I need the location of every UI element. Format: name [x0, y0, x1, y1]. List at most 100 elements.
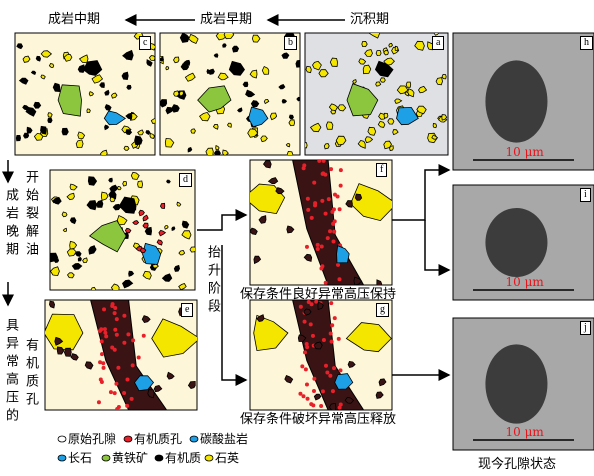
organic-pore	[328, 374, 332, 378]
scale-label: 10 μm	[506, 146, 544, 158]
grain	[384, 51, 389, 55]
grain	[48, 118, 52, 123]
grain	[324, 144, 329, 149]
organic-pore	[304, 367, 308, 371]
grain	[190, 247, 197, 252]
organic-pore	[313, 203, 317, 207]
panel-label: j	[580, 321, 591, 335]
grain	[287, 151, 293, 158]
panel-label: i	[580, 188, 591, 202]
grain	[388, 119, 394, 124]
organic-pore	[338, 368, 342, 372]
grain	[330, 58, 337, 66]
panel-label: b	[284, 36, 297, 50]
organic-pore	[320, 199, 324, 203]
legend-symbol	[190, 436, 198, 442]
organic-pore	[300, 364, 304, 368]
figure: abcdefg10 μmh10 μmi10 μmj成岩中期成岩早期沉积期成岩晚期…	[0, 0, 594, 476]
organic-pore	[330, 340, 334, 344]
organic-pore	[337, 337, 341, 341]
legend-symbol	[58, 436, 66, 442]
legend-label: 碳酸盐岩	[200, 433, 248, 445]
organic-pore	[316, 243, 320, 247]
organic-pore	[100, 380, 104, 384]
organic-pore	[332, 207, 336, 211]
caption: 现今孔隙状态	[478, 458, 556, 471]
grain	[289, 115, 293, 119]
legend-symbol	[102, 455, 110, 461]
grain	[390, 146, 394, 151]
organic-pore	[131, 338, 135, 342]
organic-pore	[317, 159, 321, 163]
organic-pore	[142, 334, 146, 338]
organic-pore	[126, 332, 130, 336]
grain	[16, 135, 20, 140]
organic-pore	[102, 366, 106, 370]
grain	[149, 56, 155, 61]
legend-label: 长石	[68, 452, 92, 464]
organic-pore	[98, 360, 102, 364]
grain	[24, 133, 29, 138]
grain	[355, 194, 361, 200]
organic-pore	[125, 378, 129, 382]
grain	[172, 227, 175, 231]
scale-label: 10 μm	[506, 276, 544, 288]
grain	[138, 181, 143, 188]
organic-pore	[302, 163, 306, 167]
organic-pore	[338, 406, 342, 410]
grain	[306, 66, 311, 72]
organic-pore	[327, 197, 331, 201]
thin-section	[15, 32, 157, 158]
thin-section	[244, 159, 397, 288]
organic-pore	[328, 229, 332, 233]
organic-pore	[116, 366, 120, 370]
side-label: 具异常高压的	[4, 318, 17, 426]
pore-shape	[485, 344, 547, 423]
organic-pore	[324, 364, 328, 368]
organic-pore	[333, 316, 337, 320]
organic-pore	[122, 341, 126, 345]
organic-pore	[326, 236, 330, 240]
scale-label: 10 μm	[506, 426, 544, 438]
organic-pore	[305, 382, 309, 386]
organic-pore	[329, 332, 333, 336]
grain	[384, 113, 388, 118]
organic-pore	[303, 320, 307, 324]
legend-label: 有机质	[165, 452, 201, 464]
organic-pore	[312, 389, 316, 393]
organic-pore	[305, 345, 309, 349]
grain	[362, 41, 367, 46]
organic-pore	[321, 172, 325, 176]
grain	[406, 82, 411, 87]
organic-pore	[117, 405, 121, 409]
organic-pore	[122, 391, 126, 395]
stage-label: 成岩中期	[48, 13, 100, 26]
grain	[64, 348, 71, 356]
pore-shape	[485, 208, 547, 277]
thin-section	[44, 300, 200, 411]
grain	[118, 186, 122, 189]
organic-pore	[131, 363, 135, 367]
organic-pore	[113, 391, 117, 395]
organic-pore	[316, 247, 320, 251]
organic-pore	[100, 339, 104, 343]
grain	[54, 258, 59, 262]
organic-pore	[329, 167, 333, 171]
organic-pore	[332, 366, 336, 370]
legend-symbol	[155, 455, 163, 461]
organic-pore	[113, 328, 117, 332]
organic-pore	[332, 239, 336, 243]
organic-pore	[98, 329, 102, 333]
grain	[179, 91, 183, 96]
panel-label: g	[376, 303, 389, 317]
organic-pore	[337, 277, 341, 281]
organic-pore	[306, 397, 310, 401]
organic-pore	[115, 317, 119, 321]
organic-pore	[320, 244, 324, 248]
organic-pore	[97, 400, 101, 404]
grain	[289, 120, 295, 126]
organic-pore	[114, 382, 118, 386]
grain	[68, 273, 75, 278]
legend-label: 石英	[215, 452, 239, 464]
grain	[91, 287, 96, 292]
